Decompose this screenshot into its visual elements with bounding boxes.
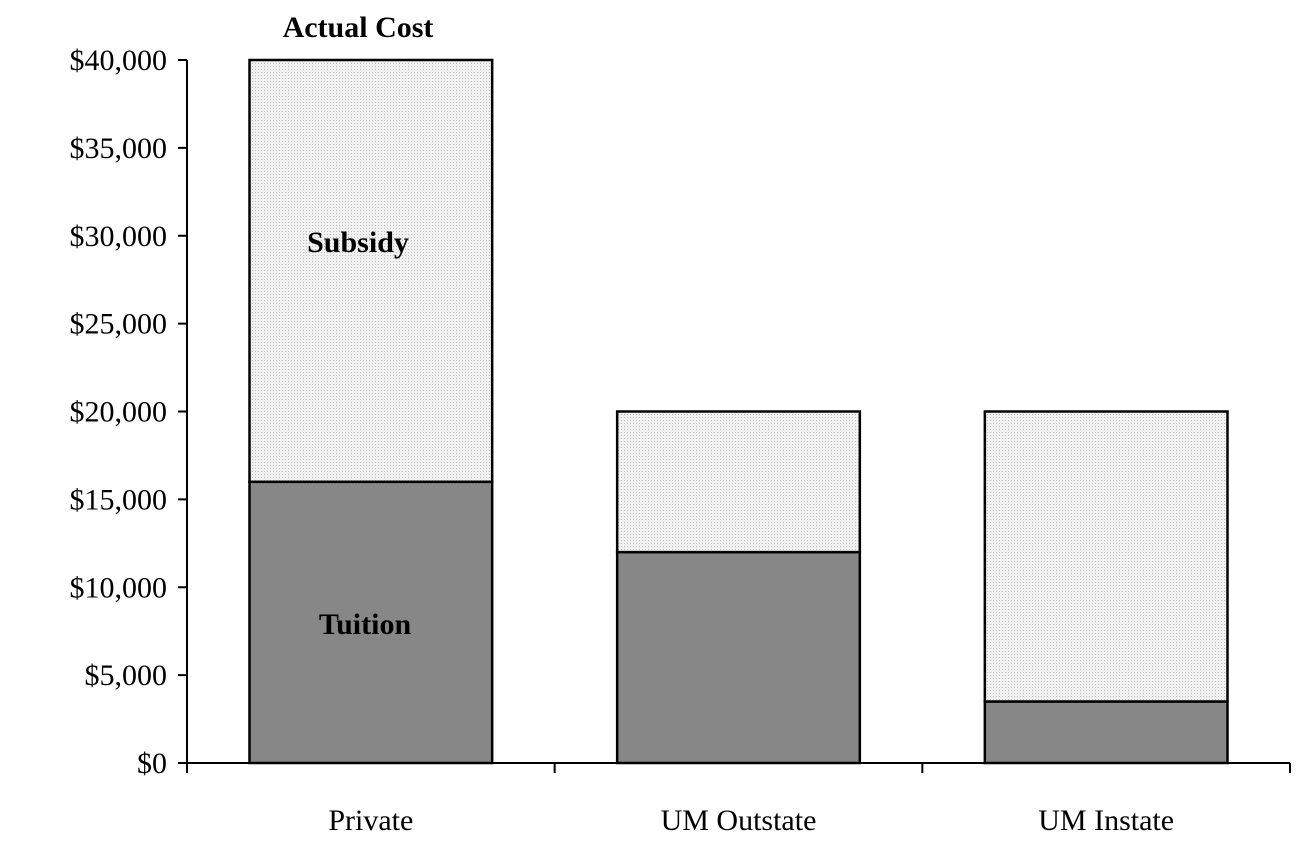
x-tick-label: Private bbox=[328, 804, 413, 837]
y-tick-label: $0 bbox=[137, 747, 167, 780]
bar-subsidy-um-instate bbox=[983, 410, 1229, 703]
axes-group: Private UM Outstate UM Instate $0 $5,000 $10,… bbox=[70, 44, 1291, 837]
y-tick-label: $5,000 bbox=[85, 659, 168, 692]
bar-subsidy-private bbox=[248, 58, 494, 484]
segment-label-subsidy: Subsidy bbox=[307, 226, 409, 259]
y-tick-label: $35,000 bbox=[70, 132, 168, 165]
x-tick-label: UM Outstate bbox=[661, 804, 817, 837]
bar-tuition-um-instate bbox=[983, 700, 1229, 765]
bar-subsidy-um-outstate bbox=[615, 410, 862, 554]
y-tick-label: $25,000 bbox=[70, 308, 168, 341]
y-tick-label: $20,000 bbox=[70, 396, 168, 429]
segment-label-tuition: Tuition bbox=[319, 608, 412, 641]
y-tick-label: $30,000 bbox=[70, 220, 168, 253]
y-tick-label: $40,000 bbox=[70, 44, 168, 77]
bar-tuition-private bbox=[248, 480, 494, 765]
x-tick-label: UM Instate bbox=[1038, 804, 1174, 837]
bars-group bbox=[248, 58, 1229, 765]
y-tick-label: $10,000 bbox=[70, 571, 168, 604]
chart-title: Actual Cost bbox=[283, 11, 434, 44]
bar-tuition-um-outstate bbox=[615, 550, 862, 765]
y-tick-label: $15,000 bbox=[70, 483, 168, 516]
